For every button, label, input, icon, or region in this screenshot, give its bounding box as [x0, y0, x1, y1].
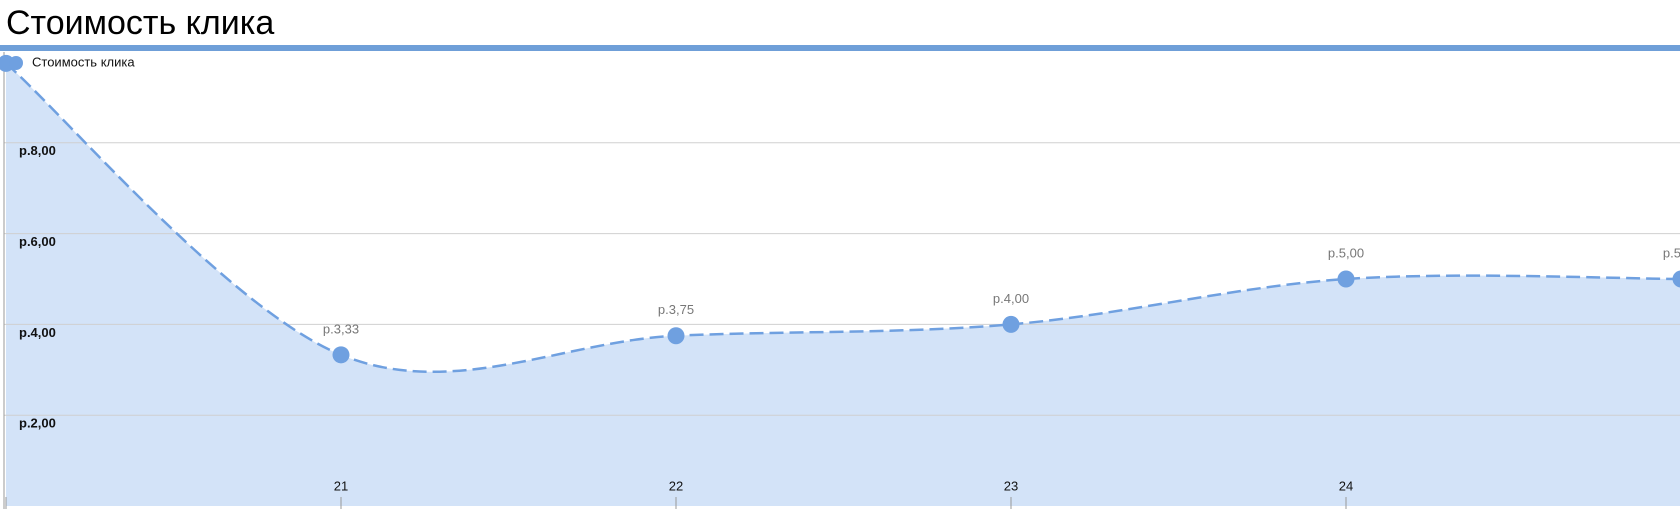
title-band	[0, 45, 1680, 51]
chart-title: Стоимость клика	[6, 4, 274, 42]
value-label: р.3,33	[323, 321, 359, 336]
value-label: р.5,00	[1663, 245, 1680, 260]
y-tick-label: р.8,00	[19, 143, 56, 158]
x-tick-label: 22	[669, 478, 683, 493]
value-label: р.3,75	[658, 302, 694, 317]
area	[6, 63, 1680, 506]
line	[5, 62, 1680, 374]
x-tick-label: 21	[334, 478, 348, 493]
point	[667, 327, 685, 345]
point	[1002, 315, 1020, 333]
point	[332, 346, 350, 364]
y-tick-label: р.2,00	[19, 416, 56, 431]
legend-marker	[9, 56, 23, 70]
value-label: р.4,00	[993, 291, 1029, 306]
legend-label: Стоимость клика	[32, 54, 135, 69]
point	[1672, 270, 1680, 288]
point	[1337, 270, 1355, 288]
y-tick-label: р.6,00	[19, 234, 56, 249]
x-tick-label: 24	[1339, 478, 1353, 493]
value-label: р.5,00	[1328, 245, 1364, 260]
y-tick-label: р.4,00	[19, 325, 56, 340]
x-tick-label: 23	[1004, 478, 1018, 493]
